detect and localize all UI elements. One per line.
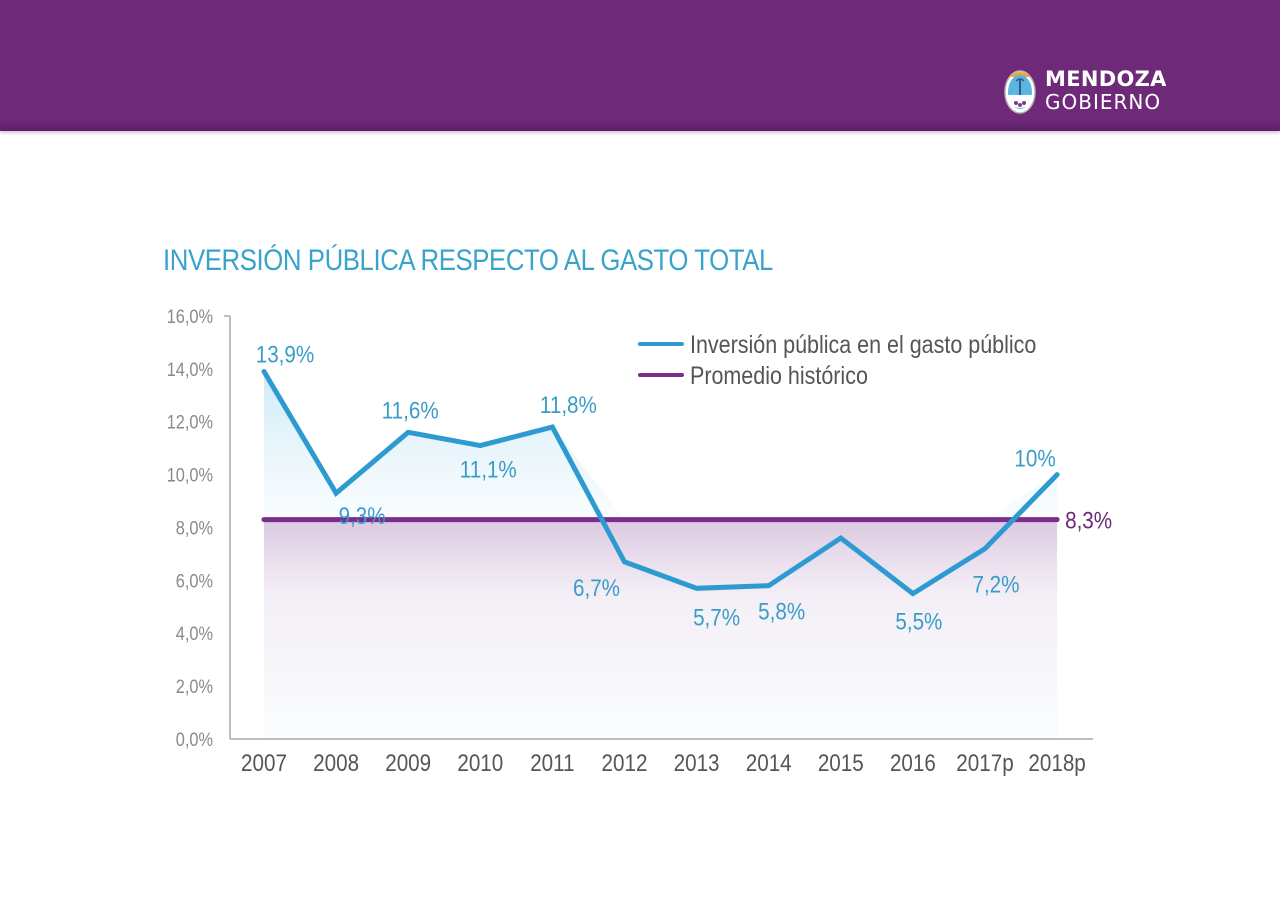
data-label: 6,7% (573, 574, 620, 601)
logo-title: MENDOZA (1045, 66, 1167, 91)
y-tick-label: 12,0% (167, 412, 214, 433)
legend-label-average: Promedio histórico (690, 361, 868, 389)
x-tick-label: 2018p (1028, 750, 1085, 777)
x-tick-label: 2013 (674, 750, 720, 777)
x-tick-label: 2008 (313, 750, 359, 777)
y-tick-label: 4,0% (176, 623, 213, 644)
y-tick-label: 2,0% (176, 676, 213, 697)
y-tick-label: 0,0% (176, 729, 213, 750)
x-tick-label: 2014 (746, 750, 792, 777)
y-tick-label: 14,0% (167, 359, 214, 380)
average-value-label: 8,3% (1065, 507, 1112, 534)
data-label: 11,8% (540, 392, 597, 419)
x-tick-label: 2012 (602, 750, 648, 777)
y-tick-label: 16,0% (167, 306, 214, 327)
data-label: 13,9% (256, 341, 315, 368)
data-label: 10% (1014, 445, 1055, 472)
x-tick-label: 2015 (818, 750, 864, 777)
logo: MENDOZA GOBIERNO (1003, 64, 1167, 116)
x-tick-label: 2009 (385, 750, 431, 777)
data-label: 5,7% (693, 604, 740, 631)
data-label: 9,3% (339, 503, 386, 530)
chart-title: INVERSIÓN PÚBLICA RESPECTO AL GASTO TOTA… (163, 244, 773, 277)
y-tick-label: 10,0% (167, 464, 214, 485)
x-tick-label: 2007 (241, 750, 287, 777)
series-area-fill (264, 371, 1058, 520)
legend-label-investment: Inversión pública en el gasto público (690, 330, 1036, 358)
data-label: 5,5% (895, 608, 942, 635)
data-label: 11,1% (460, 456, 517, 483)
y-tick-label: 6,0% (176, 570, 213, 591)
header-bar: MENDOZA GOBIERNO (0, 0, 1280, 131)
x-tick-label: 2010 (457, 750, 503, 777)
y-tick-label: 8,0% (176, 517, 213, 538)
x-tick-label: 2016 (890, 750, 936, 777)
data-label: 5,8% (758, 598, 805, 625)
x-tick-label: 2017p (956, 750, 1013, 777)
average-area-fill (264, 519, 1058, 739)
mendoza-coat-of-arms-icon (1004, 70, 1036, 114)
data-label: 7,2% (972, 571, 1019, 598)
data-label: 11,6% (382, 397, 439, 424)
investment-series-line (261, 369, 1060, 597)
logo-subtitle: GOBIERNO (1045, 89, 1162, 114)
x-tick-label: 2011 (530, 750, 574, 777)
